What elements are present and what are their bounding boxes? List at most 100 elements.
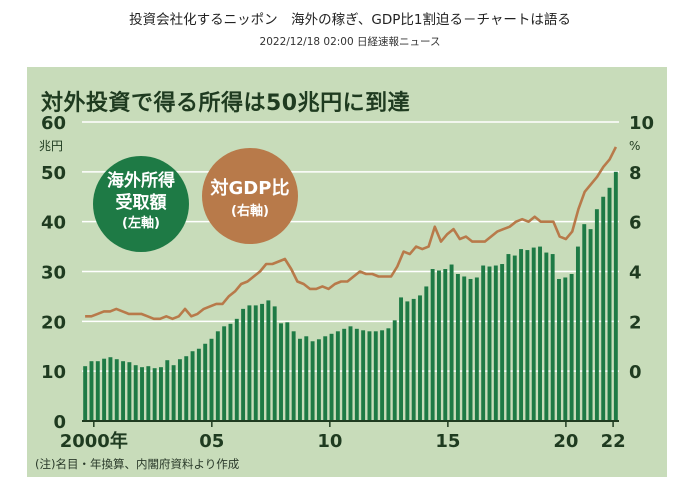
right-tick-label: 0 xyxy=(629,362,642,383)
income-bar xyxy=(190,351,195,421)
income-bar xyxy=(196,348,201,421)
chart-note: (注)名目・年換算、内閣府資料より作成 xyxy=(35,457,240,471)
income-bar xyxy=(386,328,391,421)
income-bar xyxy=(380,330,385,421)
income-bar xyxy=(418,295,422,421)
chart-title: 対外投資で得る所得は50兆円に到達 xyxy=(41,91,411,116)
income-bar xyxy=(253,305,258,421)
income-bar xyxy=(260,303,265,421)
right-axis-unit: % xyxy=(629,139,640,153)
income-bar xyxy=(399,297,403,421)
income-bar xyxy=(342,328,347,421)
income-bar xyxy=(506,254,511,421)
income-bar xyxy=(83,366,88,421)
income-bar xyxy=(569,273,574,421)
income-bar xyxy=(373,331,378,421)
income-bar xyxy=(493,265,498,421)
income-bar xyxy=(594,209,599,421)
article-headline: 投資会社化するニッポン 海外の稼ぎ、GDP比1割迫る－チャートは語る xyxy=(129,12,571,28)
income-bar xyxy=(557,278,561,421)
income-bar xyxy=(222,326,227,421)
income-bar xyxy=(140,367,144,421)
income-bar xyxy=(588,229,593,421)
income-bar xyxy=(329,333,334,421)
income-bar xyxy=(165,360,170,421)
chart-panel: 対外投資で得る所得は50兆円に到達 0 10 20 30 40 50 60 兆円 0 2 4 6 8 10… xyxy=(27,67,667,477)
income-bar xyxy=(519,249,524,421)
income-bar xyxy=(215,331,220,421)
income-bar xyxy=(361,330,366,421)
income-bar xyxy=(474,277,479,421)
left-tick-label: 40 xyxy=(41,213,66,234)
income-bar xyxy=(241,308,246,421)
legend-ratio-axis: (右軸) xyxy=(231,203,269,219)
left-tick-label: 50 xyxy=(41,163,66,184)
income-bar xyxy=(575,246,580,421)
x-tick-label: 15 xyxy=(435,431,460,452)
income-bar xyxy=(114,359,119,421)
gdp-ratio-line xyxy=(85,146,618,321)
income-bar xyxy=(247,305,252,421)
income-bar xyxy=(443,269,448,421)
income-bar xyxy=(392,320,397,421)
income-bar xyxy=(310,341,315,421)
right-tick-label: 2 xyxy=(629,312,642,333)
income-bar xyxy=(531,247,536,421)
income-bar xyxy=(538,246,542,421)
left-tick-label: 20 xyxy=(41,312,66,333)
income-bar xyxy=(127,362,132,421)
income-bar xyxy=(89,361,94,421)
income-bar xyxy=(323,336,328,421)
income-bar xyxy=(291,331,296,421)
income-bar xyxy=(159,367,163,421)
legend-badge-income xyxy=(93,156,189,252)
right-tick-label: 4 xyxy=(629,263,642,284)
income-bar xyxy=(424,286,429,421)
income-bar xyxy=(171,365,176,421)
income-bar xyxy=(430,269,435,421)
income-bar xyxy=(272,306,277,421)
income-bar xyxy=(411,298,416,421)
income-bar xyxy=(582,224,587,421)
x-tick-label: 10 xyxy=(317,431,342,452)
income-bar xyxy=(487,266,492,421)
left-axis-unit: 兆円 xyxy=(39,139,63,153)
income-bar xyxy=(544,252,549,421)
income-bar xyxy=(468,278,473,421)
chart-svg: 0 10 20 30 40 50 60 兆円 0 2 4 6 8 10% 2000年 05 10 15 20 22 海外… xyxy=(39,113,654,452)
income-bar xyxy=(279,323,283,421)
income-bar xyxy=(455,273,460,421)
income-bar xyxy=(298,338,302,421)
income-bar xyxy=(304,336,309,421)
income-bar xyxy=(177,359,182,421)
right-tick-label: 10 xyxy=(629,113,654,134)
income-bar xyxy=(203,343,208,421)
income-bar xyxy=(500,264,505,421)
income-bar xyxy=(133,365,138,421)
x-tick-label: 22 xyxy=(601,431,626,452)
income-bar xyxy=(601,196,606,421)
income-bar xyxy=(607,187,612,421)
left-tick-label: 10 xyxy=(41,362,66,383)
right-tick-label: 6 xyxy=(629,213,642,234)
income-bar xyxy=(525,250,530,421)
income-bar xyxy=(348,326,353,421)
x-tick-label: 2000年 xyxy=(60,430,128,452)
income-bar xyxy=(512,255,517,421)
income-bar xyxy=(367,331,372,421)
income-bar xyxy=(563,277,568,421)
income-bar xyxy=(335,331,340,421)
income-bar xyxy=(209,338,214,421)
income-bar xyxy=(146,366,151,421)
left-tick-label: 60 xyxy=(41,113,66,134)
legend-ratio-line1: 対GDP比 xyxy=(210,177,290,199)
income-bar xyxy=(316,339,321,421)
legend-income-axis: (左軸) xyxy=(122,215,160,231)
income-bar xyxy=(266,300,271,421)
legend-badge-ratio xyxy=(202,148,298,244)
income-bar xyxy=(95,361,100,421)
income-bar xyxy=(436,270,441,421)
x-tick-label: 20 xyxy=(553,431,578,452)
x-tick-label: 05 xyxy=(199,431,224,452)
left-tick-label: 30 xyxy=(41,263,66,284)
